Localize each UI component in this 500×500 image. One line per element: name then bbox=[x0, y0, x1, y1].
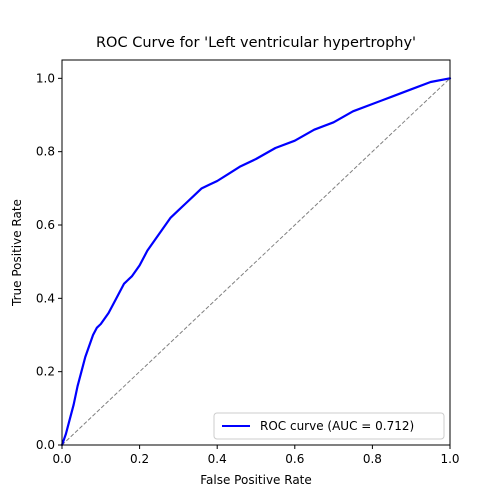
x-tick-label: 0.6 bbox=[285, 452, 304, 466]
x-tick-label: 1.0 bbox=[440, 452, 459, 466]
x-tick-label: 0.0 bbox=[52, 452, 71, 466]
x-tick-label: 0.2 bbox=[130, 452, 149, 466]
plot-frame bbox=[61, 59, 451, 446]
legend-label: ROC curve (AUC = 0.712) bbox=[260, 419, 414, 433]
legend: ROC curve (AUC = 0.712) bbox=[213, 412, 445, 440]
y-tick-label: 0.6 bbox=[36, 218, 55, 232]
y-tick-label: 0.8 bbox=[36, 145, 55, 159]
x-tick-label: 0.4 bbox=[208, 452, 227, 466]
reference-diagonal-line bbox=[61, 77, 451, 446]
y-tick-label: 0.0 bbox=[36, 438, 55, 452]
chart-title: ROC Curve for 'Left ventricular hypertro… bbox=[96, 35, 416, 51]
plot-area bbox=[62, 60, 450, 445]
y-tick-label: 0.2 bbox=[36, 365, 55, 379]
x-axis-label: False Positive Rate bbox=[200, 473, 312, 487]
y-tick-label: 0.4 bbox=[36, 291, 55, 305]
y-tick-label: 1.0 bbox=[36, 71, 55, 85]
roc-curve-line bbox=[60, 77, 452, 447]
y-axis-label: True Positive Rate bbox=[10, 199, 24, 307]
legend-box bbox=[213, 412, 445, 440]
x-tick-label: 0.8 bbox=[363, 452, 382, 466]
